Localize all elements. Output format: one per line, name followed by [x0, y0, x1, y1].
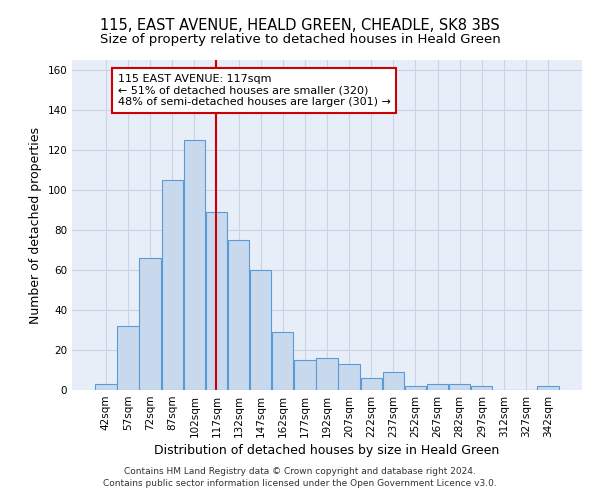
- Bar: [449, 384, 470, 390]
- Y-axis label: Number of detached properties: Number of detached properties: [29, 126, 42, 324]
- Bar: [228, 240, 249, 390]
- Bar: [405, 386, 426, 390]
- Bar: [139, 258, 161, 390]
- Bar: [95, 384, 116, 390]
- Bar: [361, 378, 382, 390]
- Bar: [161, 180, 183, 390]
- Text: 115, EAST AVENUE, HEALD GREEN, CHEADLE, SK8 3BS: 115, EAST AVENUE, HEALD GREEN, CHEADLE, …: [100, 18, 500, 32]
- Bar: [338, 364, 360, 390]
- Bar: [294, 360, 316, 390]
- Text: 115 EAST AVENUE: 117sqm
← 51% of detached houses are smaller (320)
48% of semi-d: 115 EAST AVENUE: 117sqm ← 51% of detache…: [118, 74, 391, 107]
- Bar: [184, 140, 205, 390]
- Text: Contains public sector information licensed under the Open Government Licence v3: Contains public sector information licen…: [103, 478, 497, 488]
- Bar: [250, 270, 271, 390]
- Bar: [427, 384, 448, 390]
- Bar: [272, 332, 293, 390]
- Text: Contains HM Land Registry data © Crown copyright and database right 2024.: Contains HM Land Registry data © Crown c…: [124, 467, 476, 476]
- Text: Size of property relative to detached houses in Heald Green: Size of property relative to detached ho…: [100, 32, 500, 46]
- Bar: [471, 386, 493, 390]
- Bar: [383, 372, 404, 390]
- Bar: [316, 358, 338, 390]
- X-axis label: Distribution of detached houses by size in Heald Green: Distribution of detached houses by size …: [154, 444, 500, 457]
- Bar: [206, 212, 227, 390]
- Bar: [117, 326, 139, 390]
- Bar: [538, 386, 559, 390]
